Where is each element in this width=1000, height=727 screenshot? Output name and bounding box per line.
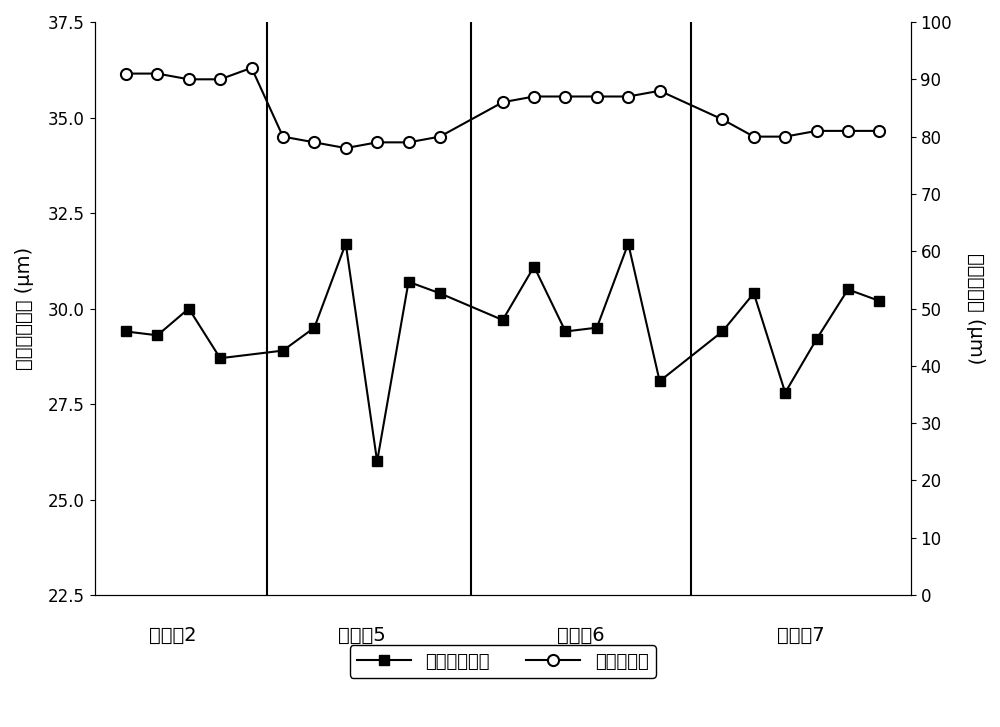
Text: 实施外6: 实施外6 xyxy=(557,626,605,645)
Text: 实施外2: 实施外2 xyxy=(149,626,197,645)
Legend: 镀层平均厚度, 厚度均匀性: 镀层平均厚度, 厚度均匀性 xyxy=(350,646,656,678)
Y-axis label: 厚度均匀性 (μm): 厚度均匀性 (μm) xyxy=(966,253,985,364)
Text: 实施外5: 实施外5 xyxy=(338,626,385,645)
Text: 实施外7: 实施外7 xyxy=(777,626,825,645)
Y-axis label: 镀层平均厚度 (μm): 镀层平均厚度 (μm) xyxy=(15,247,34,370)
